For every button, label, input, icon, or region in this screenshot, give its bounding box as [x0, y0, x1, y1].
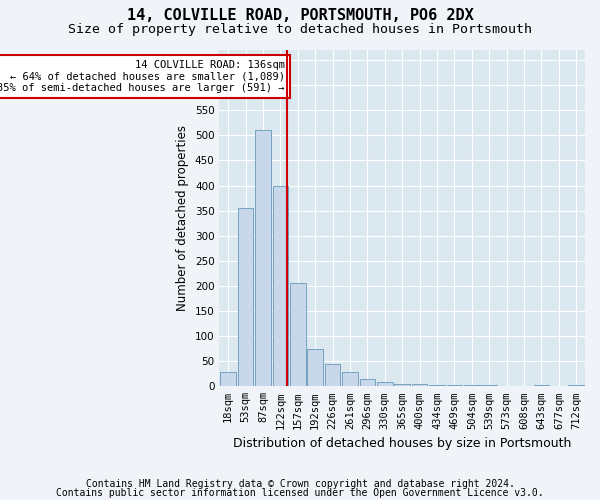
Bar: [412, 384, 427, 386]
Bar: [429, 385, 445, 386]
Bar: [342, 372, 358, 386]
Bar: [290, 284, 305, 387]
Bar: [394, 384, 410, 386]
Y-axis label: Number of detached properties: Number of detached properties: [176, 125, 189, 311]
X-axis label: Distribution of detached houses by size in Portsmouth: Distribution of detached houses by size …: [233, 437, 571, 450]
Bar: [255, 130, 271, 386]
Bar: [220, 372, 236, 386]
Bar: [359, 379, 375, 386]
Bar: [325, 364, 340, 386]
Text: Size of property relative to detached houses in Portsmouth: Size of property relative to detached ho…: [68, 22, 532, 36]
Bar: [238, 208, 253, 386]
Bar: [272, 186, 288, 386]
Text: Contains public sector information licensed under the Open Government Licence v3: Contains public sector information licen…: [56, 488, 544, 498]
Bar: [377, 382, 392, 386]
Bar: [307, 348, 323, 387]
Text: 14, COLVILLE ROAD, PORTSMOUTH, PO6 2DX: 14, COLVILLE ROAD, PORTSMOUTH, PO6 2DX: [127, 8, 473, 22]
Text: Contains HM Land Registry data © Crown copyright and database right 2024.: Contains HM Land Registry data © Crown c…: [86, 479, 514, 489]
Text: 14 COLVILLE ROAD: 136sqm
← 64% of detached houses are smaller (1,089)
35% of sem: 14 COLVILLE ROAD: 136sqm ← 64% of detach…: [0, 60, 285, 93]
Bar: [446, 385, 462, 386]
